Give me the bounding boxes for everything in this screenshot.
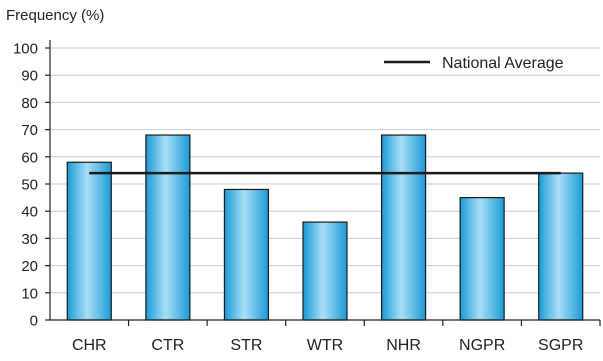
y-tick-label: 10 — [21, 285, 38, 302]
bar-sgpr — [538, 172, 584, 321]
x-tick-label: STR — [230, 337, 262, 354]
y-tick-label: 90 — [21, 68, 38, 85]
legend: National Average — [384, 55, 564, 72]
y-tick-label: 80 — [21, 95, 38, 112]
y-tick-label: 40 — [21, 204, 38, 221]
bar-nhr — [380, 134, 427, 321]
bar-wtr — [302, 221, 348, 321]
y-axis-label: Frequency (%) — [6, 7, 104, 24]
y-tick-label: 100 — [13, 41, 38, 58]
bar-ngpr — [459, 197, 505, 321]
legend-label: National Average — [442, 55, 564, 72]
bar-str — [223, 188, 270, 321]
axes: CHR CTR STR WTR NHR NGPR SGPR — [45, 40, 601, 354]
bar-ctr — [145, 134, 191, 321]
y-tick-label: 30 — [21, 231, 38, 248]
bars — [66, 134, 584, 321]
x-tick-label: WTR — [307, 337, 343, 354]
y-tick-label: 60 — [21, 149, 38, 166]
x-tick-label: NHR — [386, 337, 421, 354]
y-tick-label: 50 — [21, 177, 38, 194]
x-tick-label: CTR — [151, 337, 184, 354]
x-tick-label: CHR — [72, 337, 107, 354]
x-tick-label: SGPR — [538, 337, 583, 354]
y-tick-label: 20 — [21, 258, 38, 275]
x-tick-label: NGPR — [459, 337, 505, 354]
bar-chr — [66, 161, 112, 321]
y-tick-label: 70 — [21, 122, 38, 139]
gridlines: 0 10 20 30 40 50 60 70 80 90 100 — [13, 41, 600, 330]
y-tick-label: 0 — [30, 313, 38, 330]
